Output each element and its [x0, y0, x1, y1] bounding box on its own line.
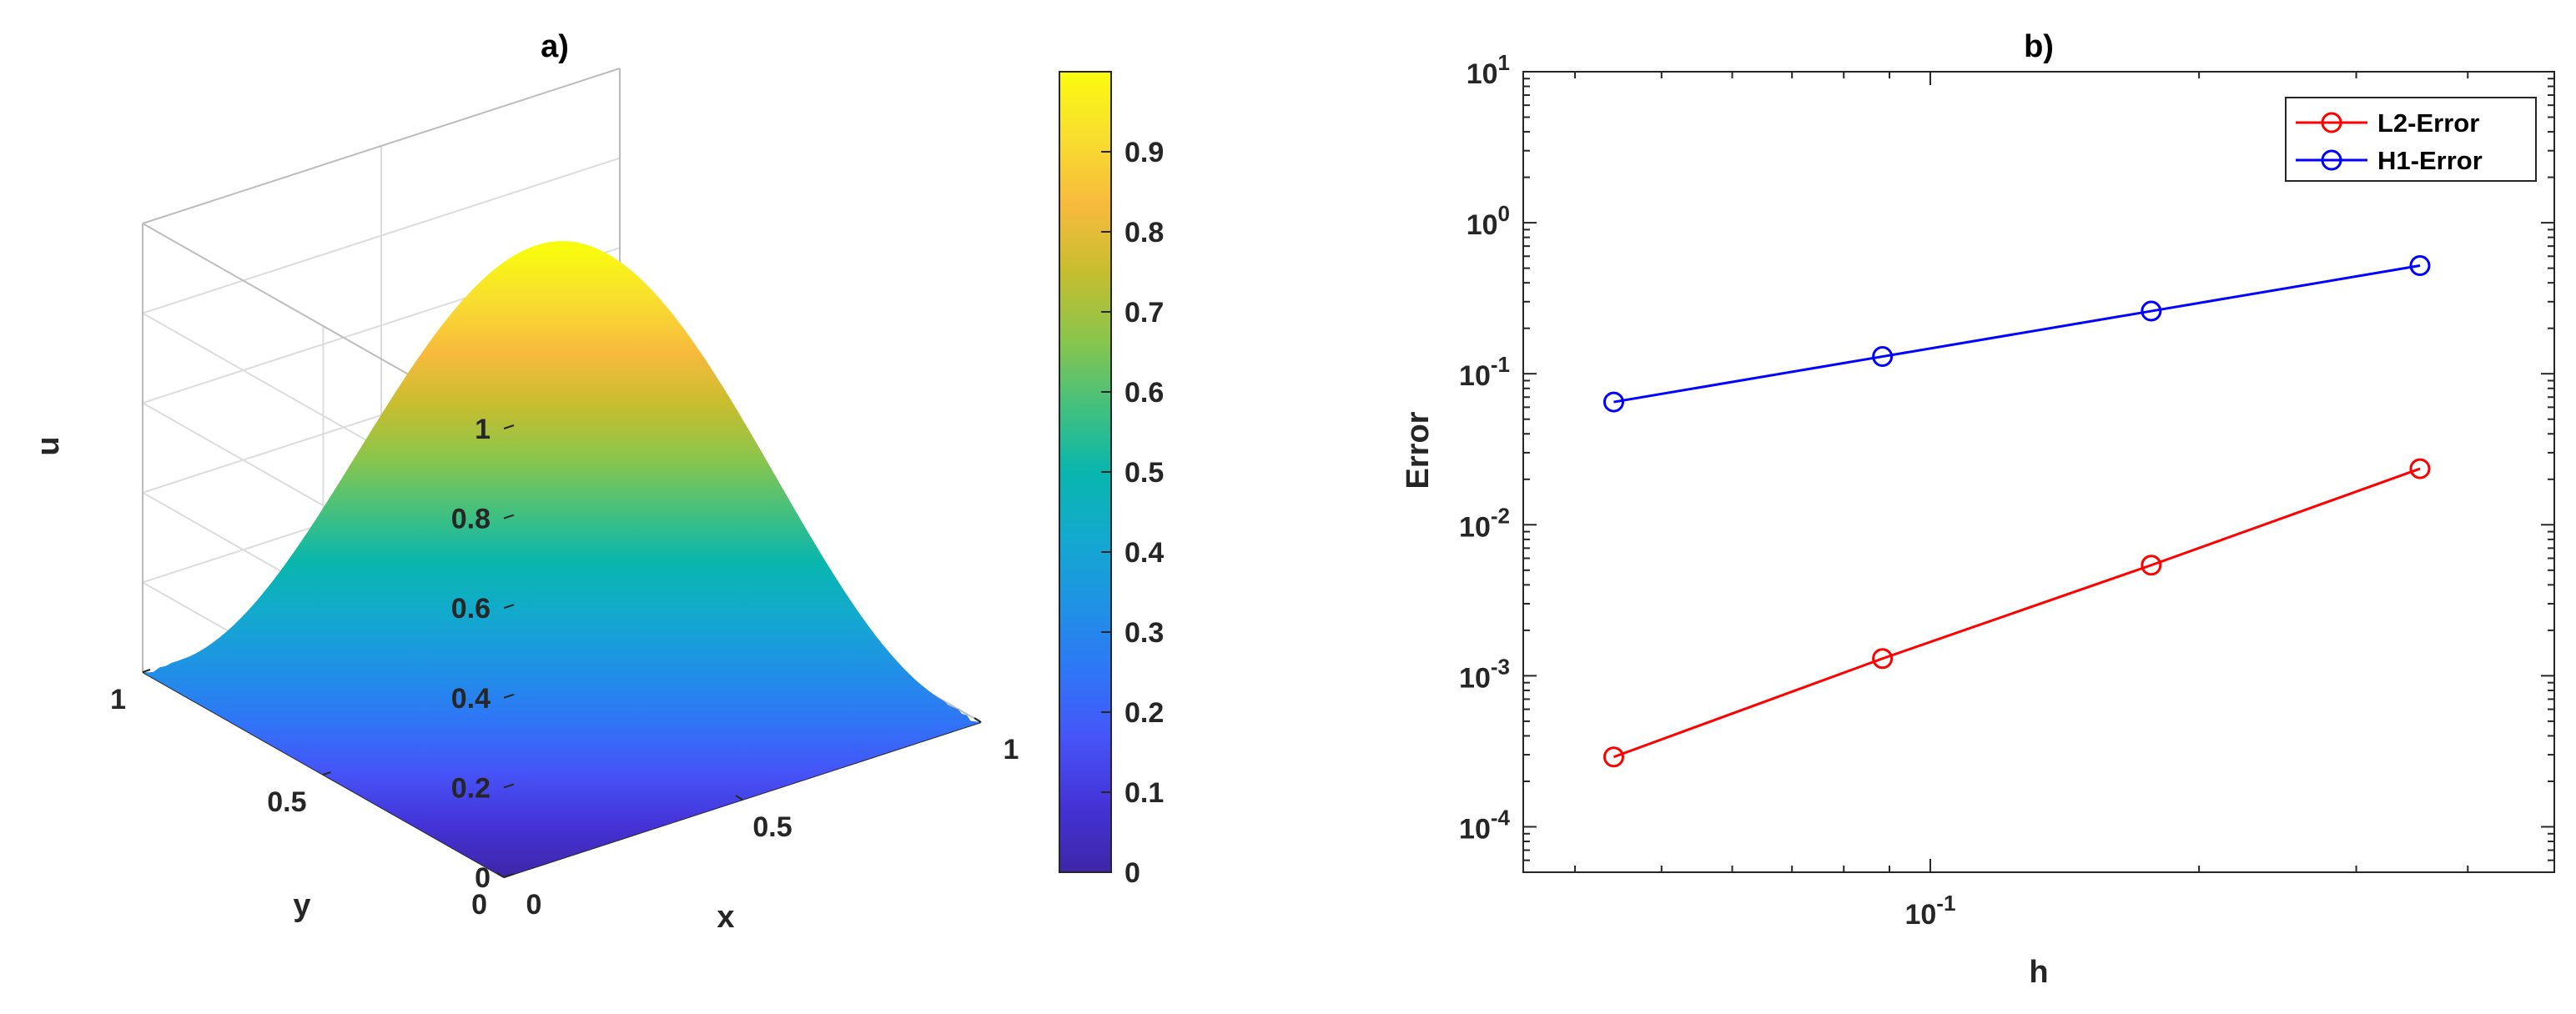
x-tick-label: 10-1: [1904, 891, 1955, 931]
legend-marker-h1: [2321, 149, 2342, 171]
colorbar-ticks: 0 0.1 0.2 0.3 0.4 0.5 0.6 0.7 0.8 0.9: [1101, 137, 1164, 889]
chart-title-b: b): [2024, 29, 2054, 64]
series-line-h1-error: [1613, 264, 2421, 404]
colorbar-tick-label: 0.2: [1124, 697, 1164, 729]
y-tick-label: 100: [1467, 201, 1510, 241]
grid-line: [142, 157, 621, 314]
data-point-h1-error: [1872, 346, 1894, 368]
colorbar-tick-label: 0.7: [1124, 297, 1164, 329]
box-edge: [142, 68, 621, 224]
x-tick-label: 0: [526, 889, 542, 921]
colorbar-tick-label: 0.5: [1124, 457, 1164, 489]
colorbar-tick-label: 0.4: [1124, 537, 1164, 569]
z-tick-mark: [503, 514, 515, 520]
data-point-h1-error: [2141, 300, 2162, 322]
surface-ticks: 0 0.2 0.4 0.6 0.8 1 0 0.5 1 0 0.5 1: [110, 414, 1019, 921]
x-tick-mark: [496, 872, 505, 878]
legend: L2-Error H1-Error: [2285, 97, 2537, 182]
y-tick-label: 0: [471, 889, 487, 921]
y-tick-mark: [323, 771, 331, 776]
y-axis-label-a: y: [293, 888, 310, 923]
surface-mesh: [143, 241, 981, 878]
data-point-l2-error: [1872, 648, 1894, 670]
x-tick-label: 1: [1004, 734, 1019, 766]
surface: [143, 241, 981, 878]
x-axis-label-b: h: [2029, 955, 2048, 990]
colorbar: 0 0.1 0.2 0.3 0.4 0.5 0.6 0.7 0.8 0.9: [1059, 71, 1164, 889]
plot-area-b: [1522, 71, 2555, 873]
z-tick-mark: [503, 783, 515, 789]
colorbar-tick-label: 0.6: [1124, 377, 1164, 409]
error-plot-series: [1602, 255, 2431, 768]
y-tick-label: 10-1: [1459, 352, 1510, 392]
data-point-l2-error: [1602, 746, 1624, 768]
y-tick-label: 1: [110, 684, 126, 715]
y-axis-label-b: Error: [1401, 411, 1436, 489]
y-tick-mark: [142, 669, 151, 673]
x-tick-mark: [735, 795, 743, 801]
legend-marker-l2: [2321, 112, 2342, 133]
z-tick-label: 1: [475, 414, 491, 445]
y-tick-label: 101: [1467, 50, 1510, 90]
y-tick-label: 0.5: [267, 786, 306, 818]
colorbar-tick-label: 0.3: [1124, 617, 1164, 649]
colorbar-tick-label: 0: [1124, 857, 1140, 889]
x-tick-mark: [974, 717, 982, 723]
surface-plot: 0 0.2 0.4 0.6 0.8 1 0 0.5 1 0 0.5 1 a) u x y: [31, 29, 1019, 935]
chart-title-a: a): [541, 29, 569, 64]
error-plot-ticks: 101 100 10-1 10-2 10-3 10-4 10-1: [1459, 50, 2555, 931]
data-point-h1-error: [2409, 255, 2431, 277]
error-plot: 101 100 10-1 10-2 10-3 10-4 10-1 b) h Error L2…: [1401, 29, 2555, 990]
y-tick-mark: [503, 874, 512, 878]
z-tick-mark: [503, 604, 515, 610]
data-point-l2-error: [2409, 458, 2431, 479]
colorbar-tick-label: 0.8: [1124, 217, 1164, 248]
y-tick-label: 10-4: [1459, 805, 1510, 845]
z-tick-label: 0.8: [451, 504, 491, 535]
colorbar-tick-label: 0.9: [1124, 137, 1164, 168]
x-tick-label: 0.5: [752, 811, 792, 843]
data-point-h1-error: [1602, 391, 1624, 413]
legend-label-h1: H1-Error: [2377, 146, 2483, 175]
y-tick-label: 10-2: [1459, 503, 1510, 543]
colorbar-tick-label: 0.1: [1124, 777, 1164, 809]
z-tick-mark: [503, 693, 515, 699]
y-tick-label: 10-3: [1459, 654, 1510, 694]
z-tick-mark: [503, 424, 515, 429]
z-axis-label: u: [31, 436, 66, 455]
series-line-l2-error: [1613, 467, 2421, 759]
z-tick-label: 0.6: [451, 593, 491, 625]
x-axis-label-a: x: [717, 900, 734, 935]
z-tick-label: 0.4: [451, 683, 491, 715]
data-point-l2-error: [2141, 555, 2162, 576]
z-tick-label: 0.2: [451, 772, 491, 804]
z-tick-label: 0: [475, 862, 491, 894]
legend-label-l2: L2-Error: [2377, 108, 2479, 138]
